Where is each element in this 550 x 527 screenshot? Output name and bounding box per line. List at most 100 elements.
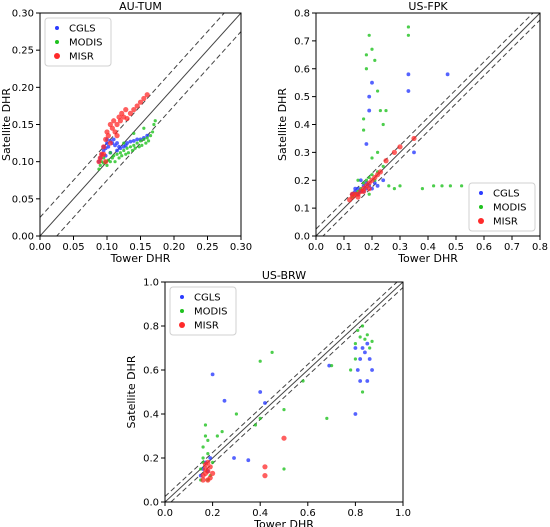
data-point-cgls	[358, 357, 363, 361]
data-point-misr	[361, 188, 367, 194]
data-point-modis	[142, 126, 146, 130]
data-point-modis	[282, 467, 286, 471]
data-point-modis	[102, 156, 106, 160]
data-point-misr	[123, 107, 129, 113]
y-tick-label: 0.0	[294, 232, 310, 243]
legend-box	[468, 182, 536, 232]
data-point-misr	[349, 191, 355, 197]
legend-label-modis: MODIS	[493, 203, 527, 214]
legend-marker-misr	[478, 218, 484, 224]
x-tick-label: 0.0	[308, 242, 324, 253]
data-point-modis	[367, 175, 371, 180]
data-point-misr	[144, 92, 150, 98]
data-point-cgls	[364, 142, 369, 146]
legend: CGLS MODIS MISR	[169, 286, 237, 336]
data-point-misr	[101, 144, 107, 150]
data-point-modis	[203, 423, 208, 427]
chart-title: AU-TUM	[119, 0, 162, 13]
data-point-misr	[355, 194, 361, 200]
legend-marker-misr	[54, 53, 60, 59]
data-point-modis	[325, 416, 329, 420]
offset-line-0	[40, 13, 225, 218]
data-point-modis	[370, 156, 374, 160]
chart-title: US-FPK	[408, 0, 448, 13]
data-point-modis	[363, 337, 367, 341]
reference-lines	[40, 13, 241, 236]
legend-label-modis: MODIS	[194, 307, 228, 318]
data-point-cgls	[353, 186, 358, 191]
y-tick-label: 0.4	[143, 410, 159, 421]
x-tick-label: 0.7	[504, 242, 520, 253]
data-point-modis	[152, 122, 156, 127]
x-tick-label: 0.10	[96, 242, 118, 253]
data-point-modis	[368, 346, 372, 350]
data-point-cgls	[246, 458, 251, 463]
data-point-cgls	[412, 150, 416, 155]
y-tick-label: 0.8	[143, 322, 159, 333]
data-point-misr	[105, 133, 111, 139]
data-point-modis	[146, 139, 151, 143]
y-tick-label: 0.3	[294, 148, 310, 159]
data-point-modis	[381, 122, 385, 127]
legend-label-cgls: CGLS	[493, 189, 520, 200]
data-point-modis	[115, 152, 119, 156]
data-point-cgls	[358, 379, 363, 383]
x-tick-label: 0.0	[157, 508, 173, 519]
data-point-cgls	[375, 183, 380, 188]
data-point-misr	[127, 110, 134, 116]
data-point-modis	[140, 143, 144, 147]
data-point-modis	[301, 379, 305, 383]
legend: CGLS MODIS MISR	[44, 17, 112, 67]
y-tick-label: 0.8	[294, 9, 310, 20]
data-point-cgls	[381, 178, 386, 183]
y-tick-label: 0.6	[294, 64, 310, 75]
data-point-cgls	[356, 186, 360, 191]
data-point-cgls	[353, 346, 358, 350]
data-point-misr	[103, 136, 109, 142]
data-point-misr	[200, 477, 206, 483]
x-tick-label: 0.05	[62, 242, 84, 253]
data-point-misr	[111, 118, 117, 124]
data-point-modis	[460, 184, 464, 188]
x-axis-label: Tower DHR	[397, 252, 458, 265]
data-point-cgls	[128, 139, 133, 144]
data-point-modis	[376, 89, 380, 93]
offset-line-1	[56, 31, 241, 236]
offset-line-1	[170, 287, 403, 502]
x-tick-label: 0.6	[300, 508, 316, 519]
chart-panel-au-tum: 0.00 0.05 0.10 0.15 0.20 0.25 0.30 0.00 0.05 0.10…	[0, 0, 252, 265]
data-point-misr	[101, 151, 107, 157]
data-point-modis	[128, 145, 133, 149]
data-point-modis	[376, 150, 380, 154]
x-tick-label: 0.00	[29, 242, 51, 253]
data-point-cgls	[210, 372, 215, 377]
data-point-cgls	[370, 368, 374, 372]
data-point-misr	[207, 475, 213, 481]
data-point-cgls	[222, 398, 227, 403]
data-point-modis	[367, 33, 371, 37]
data-point-modis	[406, 25, 410, 29]
data-point-modis	[138, 139, 143, 143]
offset-line-0	[165, 282, 398, 497]
x-tick-label: 0.1	[336, 242, 352, 253]
data-point-misr	[205, 468, 211, 474]
data-point-modis	[370, 173, 374, 177]
chart-title: US-BRW	[262, 269, 306, 282]
data-point-modis	[118, 151, 122, 155]
plot-frame	[164, 281, 404, 503]
legend-label-cgls: CGLS	[194, 293, 221, 304]
data-point-cgls	[232, 456, 236, 460]
data-point-cgls	[363, 350, 367, 355]
data-point-modis	[206, 452, 210, 456]
data-point-modis	[98, 163, 102, 167]
legend-marker-misr	[179, 322, 185, 328]
data-point-misr	[103, 159, 109, 165]
data-point-misr	[141, 95, 147, 102]
data-point-modis	[448, 184, 452, 188]
x-tick-label: 0.4	[420, 242, 436, 253]
data-point-modis	[353, 357, 357, 361]
data-point-misr	[114, 133, 120, 139]
x-tick-label: 0.8	[347, 508, 363, 519]
data-point-modis	[126, 151, 131, 155]
